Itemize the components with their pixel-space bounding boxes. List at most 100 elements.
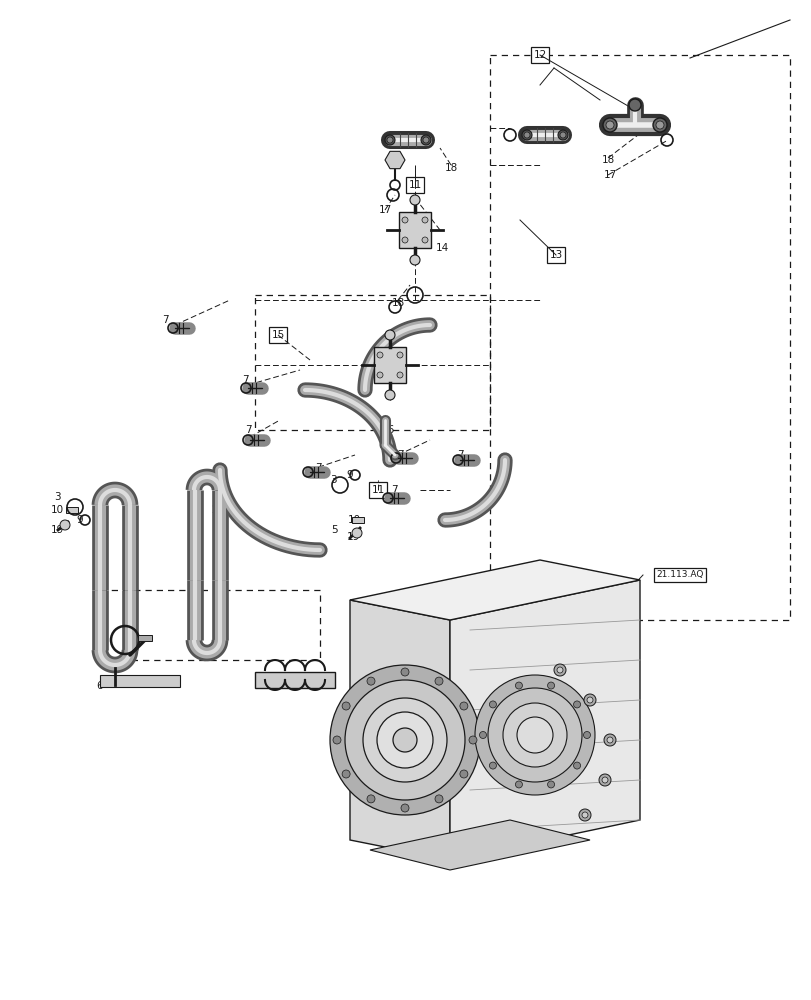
Circle shape [515, 781, 521, 788]
Text: 19: 19 [50, 525, 63, 535]
Polygon shape [350, 560, 639, 620]
Bar [66, 507, 78, 513]
Circle shape [351, 528, 362, 538]
Text: 11: 11 [371, 485, 384, 495]
Circle shape [410, 195, 419, 205]
Circle shape [573, 762, 580, 769]
Circle shape [578, 809, 590, 821]
Circle shape [60, 520, 70, 530]
Text: 1: 1 [127, 625, 133, 635]
Circle shape [459, 770, 467, 778]
Circle shape [341, 770, 350, 778]
Text: 13: 13 [549, 250, 562, 260]
Circle shape [607, 737, 612, 743]
Text: 3: 3 [329, 475, 336, 485]
Circle shape [523, 132, 530, 138]
Circle shape [410, 255, 419, 265]
Circle shape [376, 712, 432, 768]
Circle shape [583, 732, 590, 738]
Text: 5: 5 [331, 525, 338, 535]
Circle shape [376, 372, 383, 378]
Circle shape [583, 694, 595, 706]
Bar [398, 212, 431, 248]
Text: 7: 7 [456, 450, 463, 460]
Circle shape [423, 137, 428, 143]
Polygon shape [449, 580, 639, 860]
Circle shape [573, 701, 580, 708]
Circle shape [435, 795, 443, 803]
Circle shape [422, 217, 427, 223]
Text: 6: 6 [97, 681, 103, 691]
Text: 8: 8 [125, 650, 131, 660]
Circle shape [603, 118, 616, 132]
Circle shape [341, 702, 350, 710]
Circle shape [601, 777, 607, 783]
Circle shape [489, 701, 496, 708]
Text: 12: 12 [533, 50, 546, 60]
Circle shape [502, 703, 566, 767]
Text: 21.113.AQ: 21.113.AQ [655, 570, 703, 580]
Circle shape [401, 237, 407, 243]
Text: 18: 18 [391, 298, 404, 308]
Circle shape [393, 728, 417, 752]
Text: 17: 17 [378, 205, 391, 215]
Circle shape [652, 118, 666, 132]
Circle shape [556, 667, 562, 673]
Circle shape [367, 677, 375, 685]
Text: 7: 7 [397, 450, 403, 460]
Circle shape [387, 137, 393, 143]
Circle shape [560, 132, 565, 138]
Circle shape [459, 702, 467, 710]
Bar [100, 590, 320, 660]
Polygon shape [370, 820, 590, 870]
Circle shape [345, 680, 465, 800]
Circle shape [435, 677, 443, 685]
Text: 16: 16 [381, 425, 394, 435]
Text: 2: 2 [212, 505, 218, 515]
Circle shape [629, 99, 640, 111]
Text: 7: 7 [244, 425, 251, 435]
Circle shape [479, 732, 486, 738]
Circle shape [333, 736, 341, 744]
Circle shape [469, 736, 476, 744]
Circle shape [655, 121, 663, 129]
Circle shape [367, 795, 375, 803]
Circle shape [489, 762, 496, 769]
Text: 4: 4 [324, 675, 331, 685]
Bar [374, 347, 406, 383]
Bar [138, 635, 152, 641]
Circle shape [329, 665, 479, 815]
Text: 7: 7 [242, 375, 248, 385]
Circle shape [581, 812, 587, 818]
Text: 7: 7 [161, 315, 168, 325]
Polygon shape [350, 600, 449, 860]
Circle shape [397, 372, 402, 378]
Circle shape [397, 352, 402, 358]
Circle shape [474, 675, 594, 795]
Polygon shape [384, 151, 405, 169]
Circle shape [487, 688, 581, 782]
Text: 10: 10 [347, 515, 360, 525]
Text: 7: 7 [315, 463, 321, 473]
Text: 14: 14 [435, 243, 448, 253]
Circle shape [384, 135, 394, 145]
Circle shape [376, 352, 383, 358]
Text: 9: 9 [76, 515, 84, 525]
Circle shape [547, 781, 554, 788]
Text: 10: 10 [50, 505, 63, 515]
Circle shape [384, 330, 394, 340]
Text: 15: 15 [271, 330, 285, 340]
Text: 9: 9 [346, 470, 353, 480]
Text: 11: 11 [408, 180, 421, 190]
Text: 17: 17 [603, 170, 616, 180]
Circle shape [422, 237, 427, 243]
Text: 19: 19 [346, 532, 359, 542]
Text: 18: 18 [601, 155, 614, 165]
Circle shape [401, 668, 409, 676]
Bar [489, 55, 789, 620]
Circle shape [586, 697, 592, 703]
Circle shape [603, 734, 616, 746]
Circle shape [605, 121, 613, 129]
Circle shape [557, 130, 568, 140]
Circle shape [515, 682, 521, 689]
